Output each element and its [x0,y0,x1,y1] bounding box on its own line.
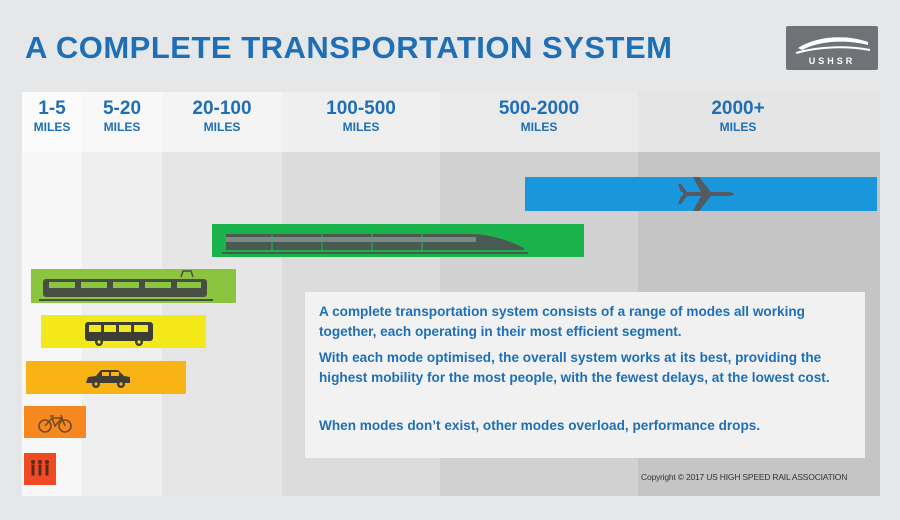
airplane-bar [525,177,877,211]
ushsr-logo: USHSR [786,26,878,70]
zone-label: 1-5 MILES [22,97,82,134]
airplane-icon [678,177,734,211]
zone-label: 5-20 MILES [82,97,162,134]
zone-unit: MILES [33,120,71,134]
train-nose-icon [795,37,871,54]
zone-label: 2000+ MILES [638,97,838,134]
zone-label: 20-100 MILES [162,97,282,134]
high-speed-train-icon [222,234,528,254]
zone-unit: MILES [719,120,757,134]
zone-unit: MILES [520,120,558,134]
car-bar [26,361,186,394]
zone-range: 100-500 [326,98,396,119]
page-title: A COMPLETE TRANSPORTATION SYSTEM [25,30,673,65]
description-box: A complete transportation system consist… [305,292,865,458]
description-paragraph-3: When modes don’t exist, other modes over… [319,418,761,433]
zone-unit: MILES [103,120,141,134]
zone-unit: MILES [342,120,380,134]
zone-range: 2000+ [711,98,765,119]
tram-bar [31,269,236,303]
bicycle-bar [24,406,86,438]
zone-range: 5-20 [102,98,142,119]
copyright-notice: Copyright © 2017 US HIGH SPEED RAIL ASSO… [641,472,848,482]
description-paragraph-2: With each mode optimised, the overall sy… [319,350,830,385]
zone-range: 1-5 [38,98,66,119]
distance-header [22,92,880,152]
pedestrians-icon [31,460,49,476]
tram-icon [39,270,213,301]
zone-label: 500-2000 MILES [440,97,638,134]
description-paragraph-1: A complete transportation system consist… [319,304,805,339]
logo-text: USHSR [808,56,856,66]
pedestrians-bar [24,453,56,485]
high-speed-train-bar [212,224,584,257]
car-icon [86,370,130,388]
bus-bar [41,315,206,348]
zone-range: 20-100 [192,98,252,119]
bicycle-icon [38,414,72,433]
zone-unit: MILES [203,120,241,134]
zone-label: 100-500 MILES [282,97,440,134]
bus-icon [85,322,153,346]
zone-range: 500-2000 [498,98,580,119]
